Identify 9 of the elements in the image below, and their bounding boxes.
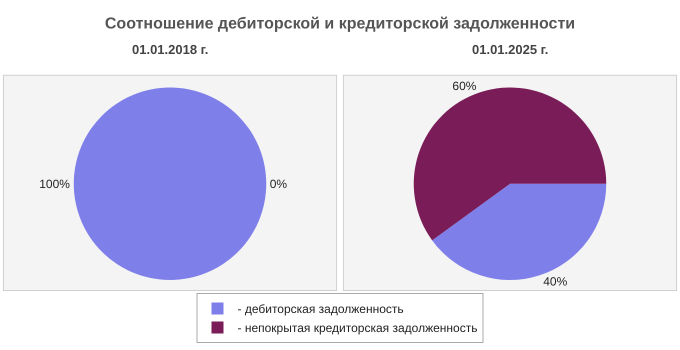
- chart-subtitle: 01.01.2025 г.: [472, 42, 548, 57]
- text: 0%: [270, 176, 288, 191]
- chart-subtitle: 01.01.2018 г.: [132, 42, 208, 57]
- data-label: 40%: [543, 274, 568, 289]
- data-label: 100%: [39, 176, 70, 191]
- legend-label: - непокрытая кредиторская задолженность: [238, 321, 478, 336]
- chart-title: Соотношение дебиторской и кредиторской задолженности: [104, 15, 576, 32]
- legend-label: - дебиторская задолженность: [238, 302, 404, 316]
- data-label: 60%: [452, 78, 477, 93]
